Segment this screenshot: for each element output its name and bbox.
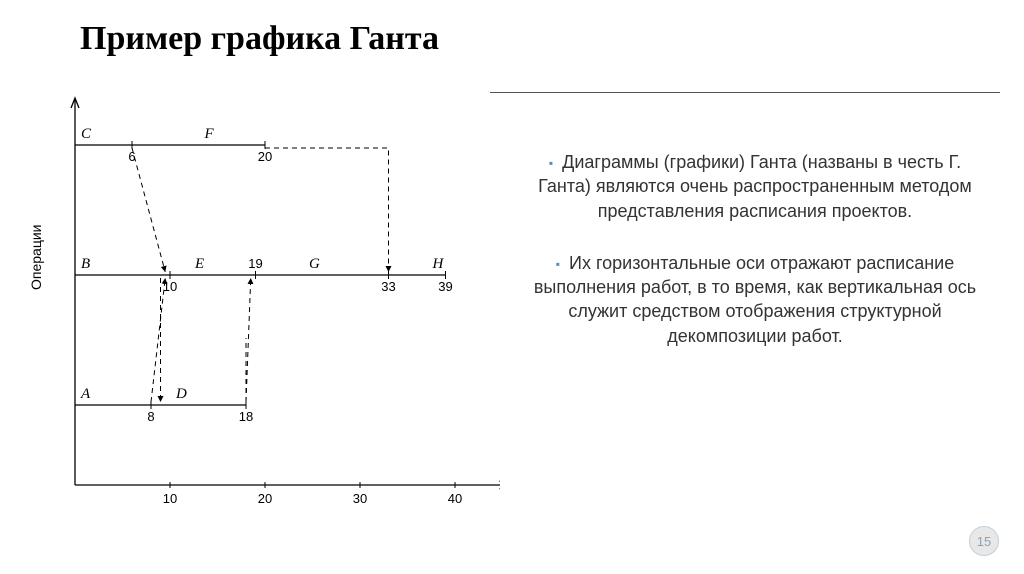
svg-text:8: 8 <box>147 409 154 424</box>
svg-text:10: 10 <box>163 491 177 506</box>
svg-text:H: H <box>432 256 445 272</box>
gantt-chart: Операции 10203040ДниA8D18B10E19G33H39C6F… <box>20 90 500 510</box>
svg-text:6: 6 <box>128 149 135 164</box>
svg-text:D: D <box>175 386 187 402</box>
chart-svg: 10203040ДниA8D18B10E19G33H39C6F20 <box>20 90 500 510</box>
svg-text:20: 20 <box>258 149 272 164</box>
paragraph-text: Их горизонтальные оси отражают расписани… <box>534 253 976 346</box>
svg-text:F: F <box>204 126 215 142</box>
paragraph-text: Диаграммы (графики) Ганта (названы в чес… <box>538 152 972 221</box>
svg-text:40: 40 <box>448 491 462 506</box>
svg-text:E: E <box>194 256 204 272</box>
svg-text:20: 20 <box>258 491 272 506</box>
svg-text:B: B <box>81 256 90 272</box>
svg-text:A: A <box>80 386 91 402</box>
bullet-icon: ▪ <box>549 156 553 170</box>
svg-text:39: 39 <box>438 279 452 294</box>
paragraph-1: ▪ Диаграммы (графики) Ганта (названы в ч… <box>520 150 990 223</box>
svg-text:C: C <box>81 126 92 142</box>
svg-text:18: 18 <box>239 409 253 424</box>
svg-text:G: G <box>309 256 320 272</box>
page-title: Пример графика Ганта <box>80 20 439 58</box>
paragraph-2: ▪ Их горизонтальные оси отражают расписа… <box>520 251 990 348</box>
y-axis-label: Операции <box>28 225 44 291</box>
bullet-icon: ▪ <box>556 257 560 271</box>
slide-number-badge: 15 <box>969 526 999 556</box>
svg-text:30: 30 <box>353 491 367 506</box>
divider <box>490 92 1000 93</box>
description-block: ▪ Диаграммы (графики) Ганта (названы в ч… <box>520 150 990 376</box>
svg-text:19: 19 <box>248 256 262 271</box>
svg-text:33: 33 <box>381 279 395 294</box>
